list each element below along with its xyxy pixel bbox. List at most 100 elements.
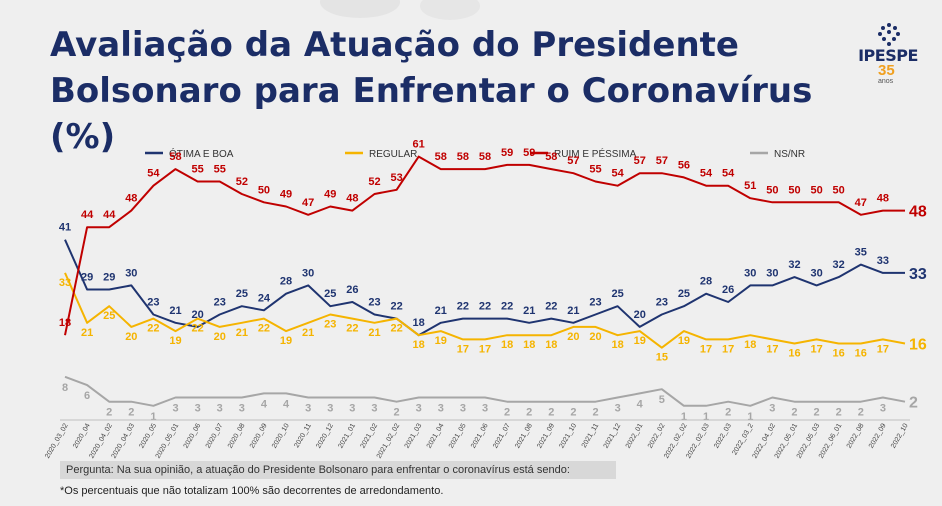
data-label-3-35: 2 xyxy=(836,407,842,419)
data-label-3-16: 3 xyxy=(416,403,422,415)
data-label-3-11: 3 xyxy=(305,403,311,415)
x-tick-label-8: 2020_08 xyxy=(227,422,247,449)
data-label-3-8: 3 xyxy=(239,403,245,415)
data-label-0-29: 28 xyxy=(700,276,712,288)
data-label-0-27: 23 xyxy=(656,296,668,308)
data-label-1-21: 18 xyxy=(523,339,535,351)
data-label-3-25: 3 xyxy=(615,403,621,415)
data-label-1-6: 22 xyxy=(192,323,204,335)
data-label-0-18: 22 xyxy=(457,301,469,313)
data-label-1-33: 16 xyxy=(788,348,800,360)
data-label-2-22: 58 xyxy=(545,151,557,163)
data-label-2-30: 54 xyxy=(722,168,735,180)
x-tick-label-4: 2020_05 xyxy=(138,422,158,449)
data-label-3-3: 2 xyxy=(128,407,134,419)
data-label-1-17: 19 xyxy=(435,335,447,347)
x-tick-label-15: 2021_02_02 xyxy=(376,422,402,459)
legend-label-3: NS/NR xyxy=(774,149,805,160)
data-label-2-32: 50 xyxy=(766,184,778,196)
data-label-1-11: 21 xyxy=(302,327,314,339)
legend-label-1: REGULAR xyxy=(369,149,417,160)
data-label-0-15: 22 xyxy=(390,301,402,313)
ipespe-logo: IPESPE 35 anos xyxy=(856,22,920,85)
data-label-0-2: 29 xyxy=(103,272,115,284)
data-label-3-17: 3 xyxy=(438,403,444,415)
data-label-0-23: 21 xyxy=(567,305,579,317)
data-label-1-37: 17 xyxy=(877,343,889,355)
data-label-0-16: 18 xyxy=(413,317,425,329)
x-tick-label-31: 2022_03_2 xyxy=(731,422,755,456)
data-label-3-2: 2 xyxy=(106,407,112,419)
data-label-3-32: 3 xyxy=(769,403,775,415)
data-label-1-36: 16 xyxy=(855,348,867,360)
data-label-1-2: 25 xyxy=(103,310,115,322)
x-tick-label-30: 2022_03 xyxy=(713,422,733,449)
x-tick-label-2: 2020_04_02 xyxy=(88,422,114,459)
x-tick-label-12: 2020_12 xyxy=(315,422,335,449)
legend-item-3: NS/NR xyxy=(750,149,805,160)
data-label-1-18: 17 xyxy=(457,343,469,355)
logo-anos: anos xyxy=(878,78,894,85)
x-tick-label-13: 2021_01 xyxy=(337,422,357,449)
data-label-1-13: 22 xyxy=(346,323,358,335)
data-label-0-36: 35 xyxy=(855,247,867,259)
data-label-2-20: 59 xyxy=(501,147,513,159)
data-label-1-26: 19 xyxy=(634,335,646,347)
data-label-3-27: 5 xyxy=(659,394,665,406)
data-label-0-26: 20 xyxy=(634,309,646,321)
x-tick-label-18: 2021_05 xyxy=(448,422,468,449)
data-label-2-29: 54 xyxy=(700,168,713,180)
data-label-0-34: 30 xyxy=(810,267,822,279)
x-tick-label-22: 2021_09 xyxy=(536,422,556,449)
x-tick-label-29: 2022_02_03 xyxy=(685,422,711,459)
x-tick-label-11: 2020_11 xyxy=(293,422,312,449)
x-tick-label-28: 2022_02_02 xyxy=(663,422,689,459)
legend-label-0: ÓTIMA E BOA xyxy=(169,147,234,160)
data-label-3-9: 4 xyxy=(261,398,268,410)
data-label-2-26: 57 xyxy=(634,155,646,167)
data-label-1-15: 22 xyxy=(390,323,402,335)
x-tick-label-32: 2022_04_02 xyxy=(752,422,778,459)
data-label-3-38: 2 xyxy=(909,395,918,412)
x-tick-label-20: 2021_07 xyxy=(492,422,512,449)
data-label-3-36: 2 xyxy=(858,407,864,419)
footnote: *Os percentuais que não totalizam 100% s… xyxy=(60,485,444,497)
data-label-0-33: 32 xyxy=(788,259,800,271)
series-line-0 xyxy=(64,239,905,337)
data-label-1-14: 21 xyxy=(368,327,380,339)
legend-item-0: ÓTIMA E BOA xyxy=(145,147,234,160)
x-tick-label-6: 2020_06 xyxy=(183,422,203,449)
data-label-2-12: 49 xyxy=(324,188,336,200)
dots-logo-icon xyxy=(878,23,900,46)
data-label-1-4: 22 xyxy=(147,323,159,335)
data-label-2-37: 48 xyxy=(877,193,889,205)
x-tick-label-1: 2020_04 xyxy=(72,422,92,449)
data-label-3-22: 2 xyxy=(548,407,554,419)
x-tick-label-0: 2020_03_02 xyxy=(44,422,70,459)
data-label-1-16: 18 xyxy=(413,339,425,351)
data-label-2-19: 58 xyxy=(479,151,491,163)
data-label-0-38: 33 xyxy=(909,266,927,283)
page-title: Avaliação da Atuação do Presidente Bolso… xyxy=(50,22,870,160)
x-tick-label-24: 2021_11 xyxy=(581,422,600,449)
data-label-1-9: 22 xyxy=(258,323,270,335)
x-tick-label-26: 2022_01 xyxy=(625,422,645,449)
data-label-1-23: 20 xyxy=(567,331,579,343)
data-label-3-23: 2 xyxy=(570,407,576,419)
data-label-3-33: 2 xyxy=(791,407,797,419)
data-label-1-12: 23 xyxy=(324,318,336,330)
chart-lines xyxy=(64,155,906,407)
data-label-1-22: 18 xyxy=(545,339,557,351)
data-label-2-28: 56 xyxy=(678,159,690,171)
data-label-2-16: 61 xyxy=(413,139,425,151)
data-label-3-28: 1 xyxy=(681,411,687,423)
data-label-3-15: 2 xyxy=(394,407,400,419)
title-line-2: Bolsonaro para Enfrentar o Coronavírus (… xyxy=(50,71,813,157)
data-label-1-31: 18 xyxy=(744,339,756,351)
data-label-0-4: 23 xyxy=(147,296,159,308)
data-label-0-10: 28 xyxy=(280,276,292,288)
data-label-2-10: 49 xyxy=(280,188,292,200)
data-label-0-32: 30 xyxy=(766,267,778,279)
legend-item-1: REGULAR xyxy=(345,149,417,160)
